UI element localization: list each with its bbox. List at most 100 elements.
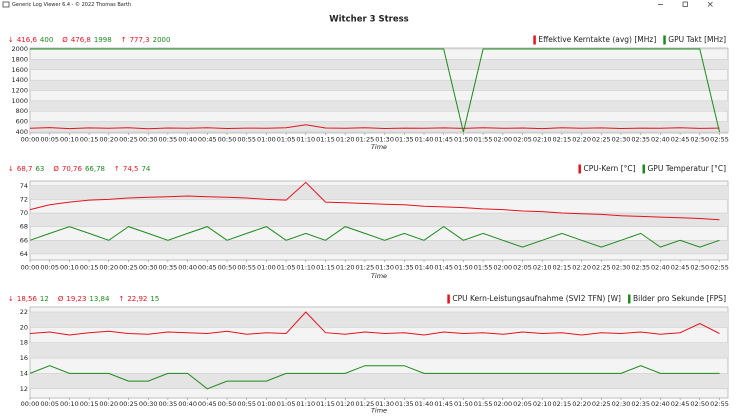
x-tick-label: 02:40 bbox=[651, 400, 670, 408]
x-tick-label: 00:30 bbox=[139, 136, 158, 144]
x-tick-label: 02:40 bbox=[651, 264, 670, 272]
x-tick-label: 02:25 bbox=[592, 400, 611, 408]
x-tick-label: 01:50 bbox=[454, 136, 473, 144]
y-tick-label: 1000 bbox=[11, 97, 28, 105]
stat-value: 18,56 bbox=[17, 295, 38, 303]
x-tick-label: 02:35 bbox=[631, 136, 650, 144]
stat-value: 19,23 bbox=[66, 295, 86, 303]
x-tick-label: 02:05 bbox=[513, 264, 532, 272]
x-tick-label: 01:35 bbox=[395, 264, 414, 272]
x-tick-label: 01:40 bbox=[415, 400, 434, 408]
x-tick-label: 01:00 bbox=[257, 264, 276, 272]
x-tick-label: 00:25 bbox=[119, 136, 138, 144]
maximize-button[interactable] bbox=[682, 1, 688, 7]
x-tick-label: 00:40 bbox=[178, 400, 197, 408]
x-tick-label: 02:30 bbox=[612, 136, 631, 144]
close-button[interactable] bbox=[707, 1, 713, 7]
x-tick-label: 01:05 bbox=[277, 264, 296, 272]
stat-value: 74 bbox=[141, 165, 150, 173]
x-tick-label: 00:15 bbox=[80, 136, 99, 144]
grid-band bbox=[30, 213, 728, 227]
x-tick-label: 00:50 bbox=[218, 400, 237, 408]
x-tick-label: 00:10 bbox=[60, 264, 79, 272]
x-tick-label: 00:50 bbox=[218, 264, 237, 272]
x-tick-label: 01:25 bbox=[356, 136, 375, 144]
x-tick-label: 00:40 bbox=[178, 264, 197, 272]
x-tick-label: 01:55 bbox=[474, 400, 493, 408]
x-tick-label: 02:00 bbox=[493, 400, 512, 408]
y-tick-label: 16 bbox=[20, 354, 28, 362]
y-tick-label: 64 bbox=[20, 250, 28, 258]
x-tick-label: 00:20 bbox=[99, 264, 118, 272]
x-tick-label: 00:45 bbox=[198, 400, 217, 408]
series-line bbox=[30, 48, 720, 133]
x-tick-label: 01:45 bbox=[434, 136, 453, 144]
stat-value: 1998 bbox=[94, 36, 112, 44]
y-tick-label: 68 bbox=[20, 223, 28, 231]
x-tick-label: 02:45 bbox=[671, 264, 690, 272]
x-tick-label: 01:50 bbox=[454, 264, 473, 272]
grid-band bbox=[30, 373, 728, 389]
x-tick-label: 01:25 bbox=[356, 400, 375, 408]
y-tick-label: 12 bbox=[20, 385, 28, 393]
x-tick-label: 01:30 bbox=[375, 264, 394, 272]
stat-value: 416,6 bbox=[17, 36, 38, 44]
x-tick-label: 01:40 bbox=[415, 264, 434, 272]
x-tick-label: 00:15 bbox=[80, 264, 99, 272]
series-line bbox=[29, 181, 720, 221]
chart-title: Witcher 3 Stress bbox=[329, 15, 409, 25]
series-line bbox=[29, 225, 720, 248]
y-tick-label: 1400 bbox=[11, 76, 28, 84]
x-tick-label: 00:10 bbox=[60, 136, 79, 144]
stat-value: 400 bbox=[40, 36, 53, 44]
y-tick-label: 1200 bbox=[11, 87, 28, 95]
x-tick-label: 01:40 bbox=[415, 136, 434, 144]
x-tick-label: 01:30 bbox=[375, 136, 394, 144]
stat-value: 15 bbox=[150, 295, 159, 303]
x-tick-label: 00:55 bbox=[237, 136, 256, 144]
stat-symbol: Ø bbox=[58, 295, 64, 303]
stat-symbol: Ø bbox=[62, 36, 68, 44]
y-tick-label: 14 bbox=[20, 369, 28, 377]
stat-symbol: ↑ bbox=[118, 295, 124, 303]
legend-label: CPU-Kern [°C] bbox=[583, 164, 635, 173]
stat-value: 22,92 bbox=[127, 295, 147, 303]
legend-label: GPU Takt [MHz] bbox=[668, 35, 726, 44]
x-tick-label: 02:25 bbox=[592, 136, 611, 144]
legend-label: CPU Kern-Leistungsaufnahme (SVI2 TFN) [W… bbox=[452, 294, 621, 303]
x-tick-label: 00:35 bbox=[159, 136, 178, 144]
x-tick-label: 02:50 bbox=[690, 264, 709, 272]
x-tick-label: 02:05 bbox=[513, 400, 532, 408]
x-tick-label: 00:30 bbox=[139, 264, 158, 272]
legend-swatch bbox=[663, 35, 666, 45]
stat-symbol: ↑ bbox=[121, 36, 127, 44]
stat-value: 12 bbox=[40, 295, 49, 303]
x-tick-label: 02:50 bbox=[690, 136, 709, 144]
x-tick-label: 02:55 bbox=[710, 264, 729, 272]
stats: ↓ 416,6 400 Ø 476,8 1998 ↑ 777,3 2000 bbox=[8, 36, 170, 44]
stat-value: 68,7 bbox=[17, 165, 33, 173]
stat-symbol: ↓ bbox=[8, 165, 14, 173]
stat-value: 70,76 bbox=[62, 165, 83, 173]
x-tick-label: 02:15 bbox=[553, 400, 572, 408]
grid-band bbox=[30, 121, 728, 132]
x-tick-label: 02:10 bbox=[533, 264, 552, 272]
x-tick-label: 01:50 bbox=[454, 400, 473, 408]
x-tick-label: 01:30 bbox=[375, 400, 394, 408]
x-tick-label: 00:00 bbox=[21, 136, 40, 144]
series-line bbox=[29, 365, 720, 390]
grid-band bbox=[30, 311, 728, 328]
x-tick-label: 01:00 bbox=[257, 400, 276, 408]
x-tick-label: 00:45 bbox=[198, 264, 217, 272]
stat-value: 63 bbox=[35, 165, 44, 173]
grid-band bbox=[30, 240, 728, 254]
stat-value: 476,8 bbox=[71, 36, 91, 44]
title-bar bbox=[0, 0, 738, 9]
x-tick-label: 02:55 bbox=[710, 400, 729, 408]
x-tick-label: 00:45 bbox=[198, 136, 217, 144]
x-tick-label: 02:10 bbox=[533, 400, 552, 408]
x-axis-label: Time bbox=[371, 272, 387, 280]
x-tick-label: 00:25 bbox=[119, 400, 138, 408]
x-tick-label: 00:00 bbox=[21, 264, 40, 272]
